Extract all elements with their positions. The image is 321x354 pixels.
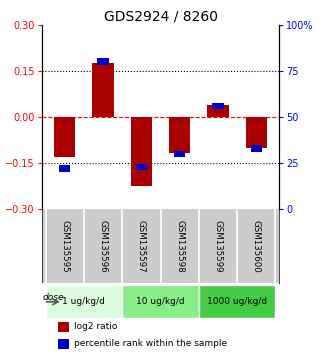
Bar — [92, 63, 114, 117]
Bar — [58, 339, 69, 349]
Bar — [54, 117, 75, 157]
Bar — [246, 117, 267, 148]
Bar — [207, 105, 229, 117]
Text: 1000 ug/kg/d: 1000 ug/kg/d — [207, 297, 267, 306]
Bar — [46, 285, 122, 318]
Bar — [122, 285, 199, 318]
Text: percentile rank within the sample: percentile rank within the sample — [74, 339, 227, 348]
Text: GSM135600: GSM135600 — [252, 220, 261, 273]
Title: GDS2924 / 8260: GDS2924 / 8260 — [103, 10, 218, 24]
Bar — [135, 164, 147, 170]
Bar — [131, 117, 152, 186]
Bar — [169, 117, 190, 153]
Text: GSM135596: GSM135596 — [99, 220, 108, 273]
Bar — [212, 103, 224, 109]
Text: 10 ug/kg/d: 10 ug/kg/d — [136, 297, 185, 306]
Text: dose: dose — [42, 293, 64, 302]
Text: GSM135598: GSM135598 — [175, 220, 184, 273]
Text: GSM135595: GSM135595 — [60, 220, 69, 273]
Bar — [59, 165, 71, 172]
Bar — [174, 151, 186, 158]
Text: 1 ug/kg/d: 1 ug/kg/d — [63, 297, 105, 306]
Text: log2 ratio: log2 ratio — [74, 322, 117, 331]
Text: GSM135597: GSM135597 — [137, 220, 146, 273]
Bar — [199, 285, 275, 318]
Text: GSM135599: GSM135599 — [213, 220, 222, 273]
Bar — [58, 322, 69, 332]
Bar — [250, 145, 262, 152]
Bar — [97, 58, 109, 65]
